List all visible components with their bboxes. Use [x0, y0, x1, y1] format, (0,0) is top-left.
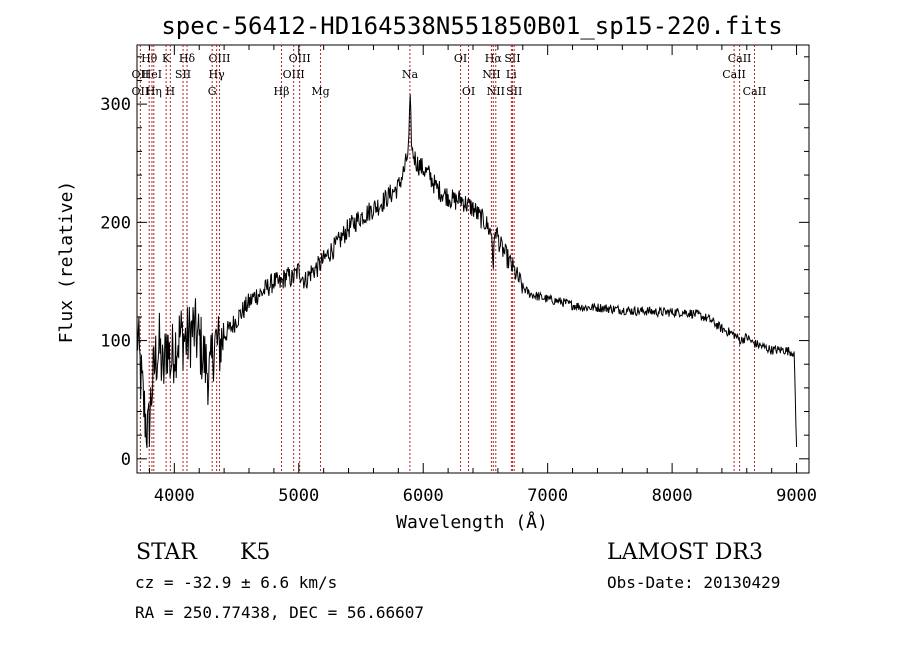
line-label: OI: [454, 52, 467, 65]
y-tick-label: 200: [100, 213, 131, 233]
line-label: OIII: [208, 52, 230, 65]
line-label: CaII: [743, 85, 767, 98]
line-label: OII: [132, 68, 150, 81]
line-label: Hβ: [274, 85, 290, 98]
x-tick-label: 6000: [403, 486, 444, 506]
emission-lines: OII OII Hθ HeI Hη K SII H Hδ OIII Hγ G Hβ OIII OIII Mg N…: [132, 45, 767, 473]
line-label: OII: [132, 85, 150, 98]
axis-ticks: 4000 5000 6000 7000 8000 9000 0 100 200 300: [100, 45, 817, 506]
coordinates: RA = 250.77438, DEC = 56.66607: [135, 603, 424, 622]
line-label: H: [166, 85, 176, 98]
redshift-velocity: cz = -32.9 ± 6.6 km/s: [135, 573, 338, 592]
x-tick-label: 9000: [776, 486, 817, 506]
line-label: Li: [506, 68, 517, 81]
object-subclass: K5: [240, 540, 271, 565]
line-label: Na: [402, 68, 419, 81]
line-label: NII: [482, 68, 500, 81]
y-tick-label: 100: [100, 332, 131, 352]
plot-frame: [136, 44, 810, 474]
line-label: Hη: [146, 85, 162, 98]
line-label: K: [162, 52, 171, 65]
line-label: OIII: [289, 52, 311, 65]
survey-name: LAMOST DR3: [607, 540, 763, 565]
line-label: Mg: [311, 85, 329, 98]
line-label: Hγ: [209, 68, 226, 81]
y-tick-label: 300: [100, 95, 131, 115]
y-axis-label: Flux (relative): [56, 181, 77, 344]
line-label: Hδ: [179, 52, 196, 65]
spectrum-line: [136, 94, 798, 448]
line-label: SII: [504, 52, 520, 65]
observation-date: Obs-Date: 20130429: [607, 573, 781, 592]
x-tick-label: 4000: [154, 486, 195, 506]
chart-title: spec-56412-HD164538N551850B01_sp15-220.f…: [161, 12, 782, 40]
line-label: Hθ: [141, 52, 158, 65]
object-class: STAR: [136, 540, 197, 565]
line-label: HeI: [142, 68, 162, 81]
line-label: CaII: [728, 52, 752, 65]
line-label: CaII: [722, 68, 746, 81]
x-tick-label: 5000: [278, 486, 319, 506]
line-label: OIII: [283, 68, 305, 81]
y-tick-label: 0: [121, 450, 131, 470]
x-tick-label: 7000: [527, 486, 568, 506]
line-label: OI: [462, 85, 475, 98]
line-label: G: [208, 85, 217, 98]
line-label: SII: [175, 68, 191, 81]
line-label: Hα: [485, 52, 503, 65]
line-label: NII: [487, 85, 505, 98]
x-axis-label: Wavelength (Å): [396, 511, 548, 533]
x-tick-label: 8000: [652, 486, 693, 506]
line-label: SII: [506, 85, 522, 98]
